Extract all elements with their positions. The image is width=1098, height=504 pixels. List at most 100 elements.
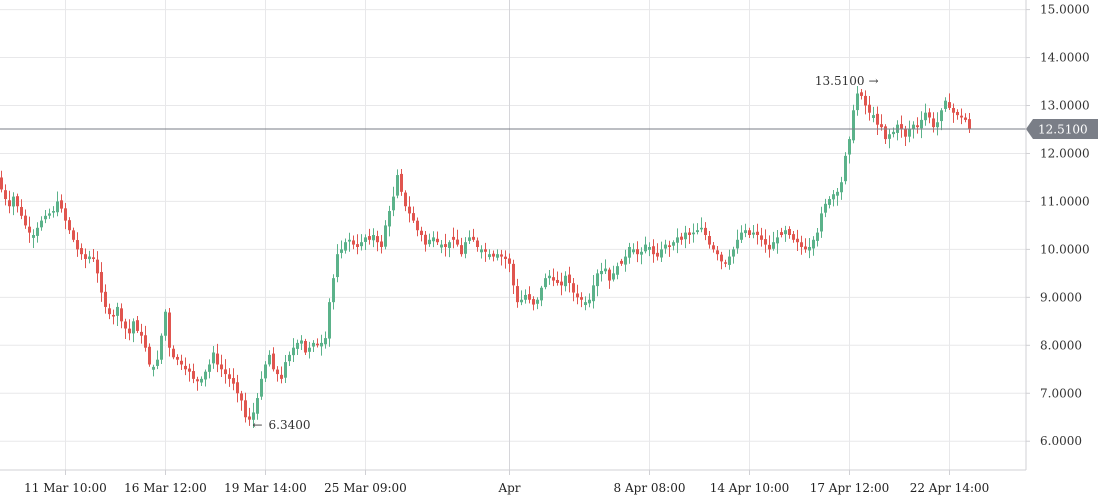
candle-body [616, 266, 619, 275]
candle-body [912, 124, 915, 130]
candle [340, 240, 343, 259]
candle-body [24, 215, 27, 226]
x-tick-label: 8 Apr 08:00 [614, 481, 686, 495]
candle [500, 249, 503, 266]
candles [0, 86, 971, 428]
candle [748, 227, 751, 238]
candle [924, 103, 927, 126]
candle-body [844, 155, 847, 182]
candle [356, 234, 359, 255]
candle [716, 246, 719, 261]
candle-body [664, 244, 667, 249]
candle [276, 366, 279, 382]
candle-body [892, 131, 895, 135]
candle-body [800, 242, 803, 247]
candle [344, 238, 347, 254]
candle-body [292, 347, 295, 356]
candle [144, 325, 147, 352]
x-tick-label: 17 Apr 12:00 [810, 481, 890, 495]
candle-body [792, 234, 795, 240]
candle-body [500, 254, 503, 257]
candle [400, 169, 403, 196]
candle-body [540, 287, 543, 301]
candle-body [956, 111, 959, 116]
candle-body [660, 249, 663, 258]
candle-body [328, 302, 331, 339]
candle-body [120, 308, 123, 322]
candle [68, 217, 71, 235]
candle-body [340, 249, 343, 253]
candle-body [848, 139, 851, 155]
candle [252, 402, 255, 428]
candle-body [376, 236, 379, 243]
candle-body [80, 248, 83, 255]
candle-body [396, 175, 399, 196]
candle [404, 190, 407, 212]
candle [604, 259, 607, 274]
candle-body [696, 230, 699, 233]
candle [528, 286, 531, 304]
candle-body [548, 275, 551, 279]
candle [724, 259, 727, 268]
candle [900, 115, 903, 138]
candle-body [456, 239, 459, 245]
candle-body [940, 110, 943, 122]
candle [140, 323, 143, 344]
candle [572, 277, 575, 302]
candle [680, 232, 683, 245]
candle-body [380, 241, 383, 247]
candle-body [788, 228, 791, 235]
candle [708, 230, 711, 249]
candle-body [360, 242, 363, 247]
candle [944, 97, 947, 112]
candle-body [336, 254, 339, 278]
candle-body [840, 182, 843, 193]
y-tick-label: 15.0000 [1040, 3, 1090, 17]
y-tick-label: 14.0000 [1040, 51, 1090, 65]
candle-body [708, 236, 711, 245]
candle-body [96, 259, 99, 274]
candle-body [740, 232, 743, 240]
candle [452, 227, 455, 249]
candle [908, 120, 911, 143]
candle-body [384, 225, 387, 247]
candle [612, 265, 615, 282]
candle-body [424, 234, 427, 245]
candle [168, 308, 171, 357]
candle [432, 231, 435, 248]
candle-body [0, 177, 3, 190]
candle-body [36, 227, 39, 236]
candle-body [368, 236, 371, 240]
candle [788, 226, 791, 239]
candle-body [200, 378, 203, 383]
candle-body [288, 354, 291, 362]
candle [184, 357, 187, 376]
candle [560, 272, 563, 296]
candle [396, 169, 399, 199]
candle-body [44, 215, 47, 220]
candle-body [420, 230, 423, 235]
candle [624, 249, 627, 272]
x-tick-label: 16 Mar 12:00 [124, 481, 207, 495]
candle-body [484, 249, 487, 252]
candle-body [624, 256, 627, 265]
annotation-value: 13.5100 [815, 74, 865, 88]
candle-body [180, 360, 183, 365]
candle-body [204, 371, 207, 380]
candle [912, 121, 915, 139]
candle-body [472, 236, 475, 240]
candle [216, 343, 219, 373]
candle-body [392, 196, 395, 211]
candle [4, 184, 7, 206]
candle-body [496, 254, 499, 258]
candle-body [764, 239, 767, 245]
candle [700, 217, 703, 233]
candle-body [648, 246, 651, 250]
candle-body [916, 125, 919, 128]
candle [300, 335, 303, 350]
candle-body [908, 129, 911, 137]
candle [864, 90, 867, 115]
candle [636, 241, 639, 263]
